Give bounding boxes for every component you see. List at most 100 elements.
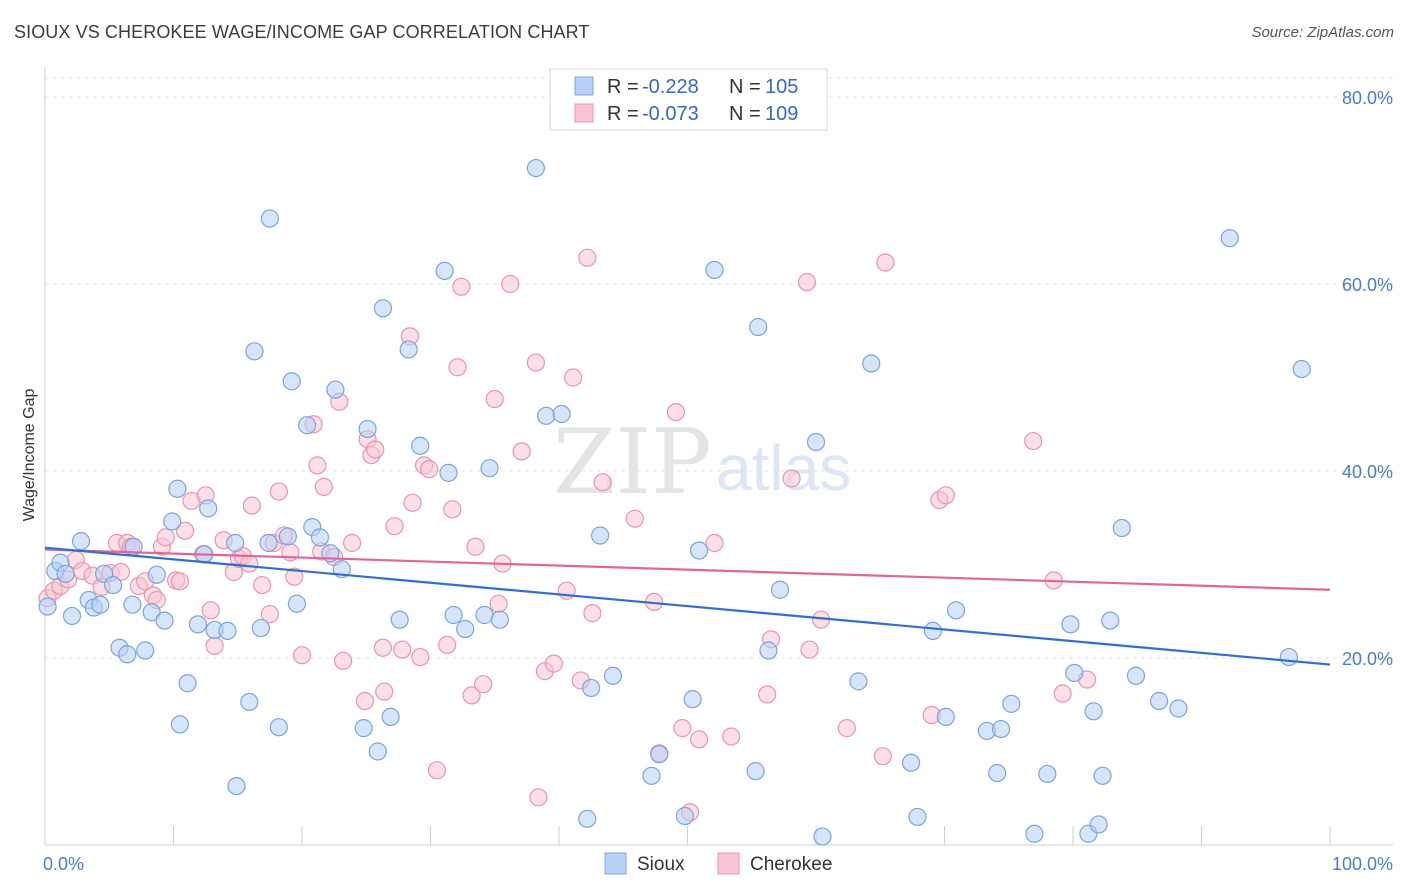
cherokee-point bbox=[797, 273, 817, 292]
cherokee-point bbox=[583, 604, 602, 623]
cherokee-point bbox=[837, 719, 856, 738]
sioux-point bbox=[936, 707, 955, 727]
sioux-point bbox=[358, 419, 377, 439]
cherokee-point bbox=[366, 440, 385, 459]
trend-lines bbox=[44, 546, 1331, 666]
sioux-point bbox=[526, 158, 545, 178]
cherokee-point bbox=[385, 517, 404, 536]
sioux-point bbox=[168, 479, 187, 498]
cherokee-point bbox=[876, 253, 895, 272]
cherokee-point bbox=[334, 651, 353, 670]
legend-r-label: R = bbox=[607, 76, 639, 98]
cherokee-point bbox=[355, 691, 375, 711]
sioux-point bbox=[71, 532, 91, 551]
sioux-point bbox=[749, 317, 768, 337]
cherokee-point bbox=[253, 575, 272, 595]
sioux-point bbox=[399, 340, 418, 359]
sioux-point bbox=[991, 719, 1011, 739]
cherokee-point bbox=[452, 277, 471, 296]
cherokee-point bbox=[666, 402, 686, 422]
cherokee-point bbox=[578, 248, 597, 267]
series-legend: Sioux Cherokee bbox=[604, 852, 832, 875]
sioux-point bbox=[368, 742, 387, 761]
sioux-point bbox=[552, 404, 571, 424]
sioux-point bbox=[118, 645, 137, 664]
sioux-point bbox=[582, 678, 601, 698]
sioux-point bbox=[260, 209, 279, 228]
sioux-point bbox=[310, 528, 330, 547]
cherokee-trend-line bbox=[44, 548, 1331, 591]
sioux-point bbox=[269, 718, 288, 737]
watermark-atlas: atlas bbox=[716, 432, 851, 504]
sioux-point bbox=[390, 610, 409, 629]
sioux-point bbox=[439, 463, 458, 482]
sioux-point bbox=[38, 597, 57, 616]
sioux-point bbox=[170, 715, 190, 734]
sioux-point bbox=[490, 610, 509, 629]
sioux-point bbox=[1126, 666, 1146, 685]
sioux-point bbox=[1279, 647, 1298, 667]
x-tick-labels: 0.0% 100.0% bbox=[43, 854, 1393, 874]
sioux-point bbox=[1061, 615, 1080, 634]
sioux-point bbox=[591, 526, 610, 545]
cherokee-point bbox=[411, 647, 430, 667]
cherokee-point bbox=[1024, 431, 1043, 451]
cherokee-point bbox=[526, 353, 545, 372]
sioux-point bbox=[988, 763, 1007, 783]
x-tick-label: 100.0% bbox=[1332, 854, 1393, 874]
sioux-point bbox=[475, 605, 494, 625]
cherokee-point bbox=[800, 640, 819, 659]
sioux-point bbox=[326, 380, 345, 399]
cherokee-point bbox=[308, 456, 327, 475]
sioux-point bbox=[435, 261, 454, 281]
sioux-point bbox=[136, 641, 155, 660]
cherokee-point bbox=[269, 482, 288, 501]
watermark-zip: ZIP bbox=[553, 410, 712, 515]
cherokee-point bbox=[292, 646, 312, 665]
cherokee-point bbox=[673, 719, 692, 738]
cherokee-point bbox=[625, 509, 644, 528]
legend-swatch-cherokee bbox=[574, 103, 594, 123]
sioux-point bbox=[862, 354, 881, 373]
sioux-point bbox=[282, 372, 301, 391]
sioux-point bbox=[849, 672, 868, 691]
cherokee-point bbox=[529, 788, 548, 807]
cherokee-point bbox=[689, 730, 709, 749]
cherokee-point bbox=[462, 686, 481, 705]
cherokee-point bbox=[705, 533, 724, 553]
cherokee-point bbox=[375, 682, 394, 701]
sioux-point bbox=[251, 618, 270, 638]
cherokee-point bbox=[403, 493, 422, 512]
sioux-point bbox=[278, 527, 297, 546]
cherokee-point bbox=[1053, 684, 1072, 703]
sioux-point bbox=[603, 666, 623, 685]
cherokee-point bbox=[544, 654, 563, 673]
sioux-point bbox=[642, 766, 661, 785]
sioux-point bbox=[946, 601, 966, 620]
sioux-point bbox=[91, 595, 110, 614]
cherokee-point bbox=[936, 486, 955, 505]
sioux-point bbox=[746, 762, 765, 781]
x-tick-label: 0.0% bbox=[43, 854, 84, 874]
sioux-point bbox=[287, 594, 306, 613]
legend-r-label: R = bbox=[607, 103, 639, 125]
cherokee-point bbox=[420, 460, 439, 479]
sioux-point bbox=[373, 299, 393, 318]
sioux-point bbox=[354, 719, 373, 738]
sioux-point bbox=[218, 621, 237, 640]
cherokee-point bbox=[285, 567, 304, 586]
cherokee-point bbox=[722, 727, 741, 746]
sioux-point bbox=[689, 541, 709, 560]
sioux-point bbox=[163, 512, 182, 531]
cherokee-point bbox=[782, 469, 801, 488]
y-tick-labels: 20.0% 40.0% 60.0% 80.0% bbox=[1342, 88, 1393, 669]
legend-n-value-sioux: 105 bbox=[765, 76, 798, 98]
sioux-point bbox=[104, 575, 123, 595]
y-axis-title: Wage/Income Gap bbox=[21, 389, 38, 522]
cherokee-point bbox=[466, 537, 485, 556]
cherokee-point bbox=[242, 496, 261, 515]
sioux-point bbox=[227, 776, 246, 796]
cherokee-point bbox=[343, 533, 362, 553]
cherokee-point bbox=[393, 640, 412, 659]
